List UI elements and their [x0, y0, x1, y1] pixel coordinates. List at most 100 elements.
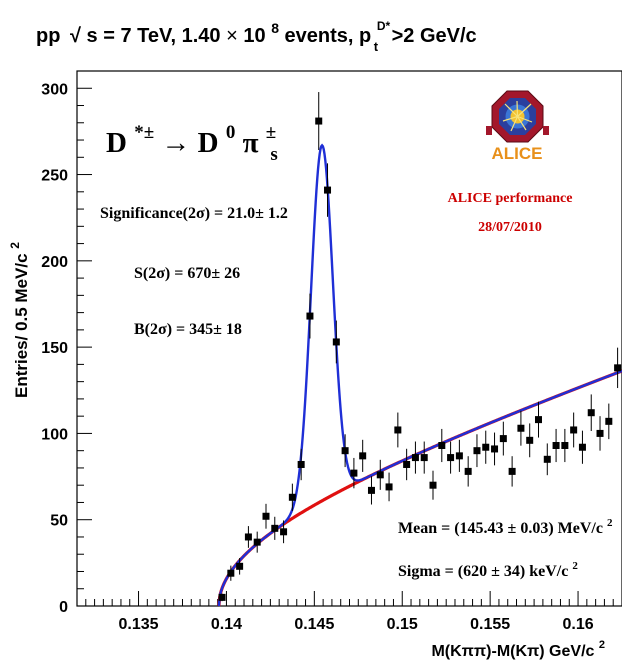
data-point-marker: [403, 460, 411, 468]
total-fit-curve: [217, 143, 622, 607]
data-point: [508, 456, 516, 487]
y-tick-label: 100: [41, 426, 68, 443]
data-point-marker: [570, 426, 578, 434]
data-point-marker: [482, 443, 490, 451]
data-point: [614, 347, 622, 389]
data-point-marker: [244, 533, 252, 541]
x-tick-label: 0.16: [562, 616, 593, 633]
data-point-marker: [332, 338, 340, 346]
data-point-marker: [218, 593, 226, 601]
y-tick-label: 300: [41, 81, 68, 98]
x-tick-label: 0.15: [387, 616, 418, 633]
signal-text: S(2σ) = 670± 26: [134, 265, 240, 282]
data-point-marker: [367, 486, 375, 494]
data-point-marker: [324, 186, 332, 194]
data-point-marker: [306, 312, 314, 320]
data-point: [385, 472, 393, 502]
axis-ticks: [76, 70, 622, 607]
data-point-marker: [315, 117, 323, 125]
data-point-marker: [438, 442, 446, 449]
y-tick-label: 150: [41, 340, 68, 357]
data-point: [403, 448, 411, 481]
data-point-marker: [411, 454, 419, 462]
data-point: [341, 434, 349, 468]
x-tick-label: 0.145: [294, 616, 334, 633]
data-point-marker: [491, 445, 499, 453]
data-point-marker: [262, 512, 270, 520]
data-point-marker: [429, 481, 437, 489]
data-point-marker: [227, 569, 235, 577]
data-point: [526, 423, 534, 458]
data-point: [271, 516, 279, 540]
data-point: [473, 434, 481, 468]
data-point-marker: [534, 416, 542, 424]
data-point-marker: [596, 429, 604, 437]
mean-text: Mean = (145.43 ± 0.03) MeV/c 2: [398, 517, 613, 537]
data-point-marker: [587, 409, 595, 417]
data-point-marker: [561, 442, 569, 449]
data-point: [262, 503, 270, 529]
data-point-marker: [271, 524, 279, 532]
data-point: [253, 531, 261, 553]
data-point: [288, 483, 296, 511]
data-point: [438, 428, 446, 463]
data-point-marker: [605, 417, 613, 425]
data-point-marker: [517, 424, 525, 432]
performance-date: 28/07/2010: [478, 220, 542, 235]
data-point-marker: [473, 447, 481, 455]
data-point-marker: [394, 426, 402, 434]
data-point: [359, 439, 367, 472]
data-point: [236, 558, 244, 575]
data-point-marker: [455, 452, 463, 460]
y-axis-label: Entries/ 0.5 MeV/c 2: [8, 242, 31, 398]
data-point: [350, 457, 358, 489]
data-point: [315, 92, 323, 151]
data-point: [297, 448, 305, 481]
performance-label: ALICE performance: [448, 191, 573, 206]
data-point-marker: [526, 436, 534, 444]
data-points: [218, 92, 622, 602]
x-tick-label: 0.135: [119, 616, 159, 633]
data-point: [561, 428, 569, 463]
data-point-marker: [280, 528, 288, 536]
data-point: [376, 459, 384, 490]
data-point-marker: [552, 442, 560, 449]
data-point-marker: [464, 467, 472, 475]
x-tick-label: 0.14: [211, 616, 242, 633]
x-tick-label: 0.155: [470, 616, 510, 633]
alice-logo-text: ALICE: [492, 144, 543, 163]
data-point: [534, 401, 542, 438]
data-point-marker: [341, 447, 349, 455]
y-tick-label: 0: [59, 599, 68, 616]
fit-curves: [217, 143, 622, 607]
data-point: [218, 593, 226, 602]
data-point-marker: [236, 562, 244, 570]
data-point-marker: [253, 538, 261, 546]
data-point: [394, 412, 402, 448]
data-point: [543, 443, 551, 476]
data-point: [605, 403, 613, 440]
data-point-marker: [288, 493, 296, 501]
data-point-marker: [297, 460, 305, 468]
alice-logo-icon: ALICE: [486, 90, 549, 163]
data-point-marker: [499, 435, 507, 443]
decay-label: D *± → D 0 π ± s: [106, 113, 283, 165]
significance-text: Significance(2σ) = 21.0± 1.2: [100, 205, 288, 222]
data-point-marker: [385, 483, 393, 491]
data-point: [306, 293, 314, 339]
plot-title: pp √ s = 7 TeV, 1.40 × 10 8 events, p D*…: [36, 13, 477, 56]
data-point-marker: [420, 454, 428, 462]
data-point-marker: [350, 469, 358, 477]
axis-tick-labels: 0.135 0.14 0.145 0.15 0.155 0.16 0 50 100 150 200 2…: [41, 81, 593, 633]
data-point: [447, 441, 455, 474]
y-tick-label: 50: [50, 513, 68, 530]
data-point: [420, 441, 428, 474]
y-tick-label: 200: [41, 254, 68, 271]
background-text: B(2σ) = 345± 18: [134, 321, 242, 338]
data-point: [367, 476, 375, 505]
data-point: [491, 432, 499, 466]
data-point-marker: [359, 452, 367, 460]
data-point: [455, 439, 463, 472]
data-point: [280, 520, 288, 544]
